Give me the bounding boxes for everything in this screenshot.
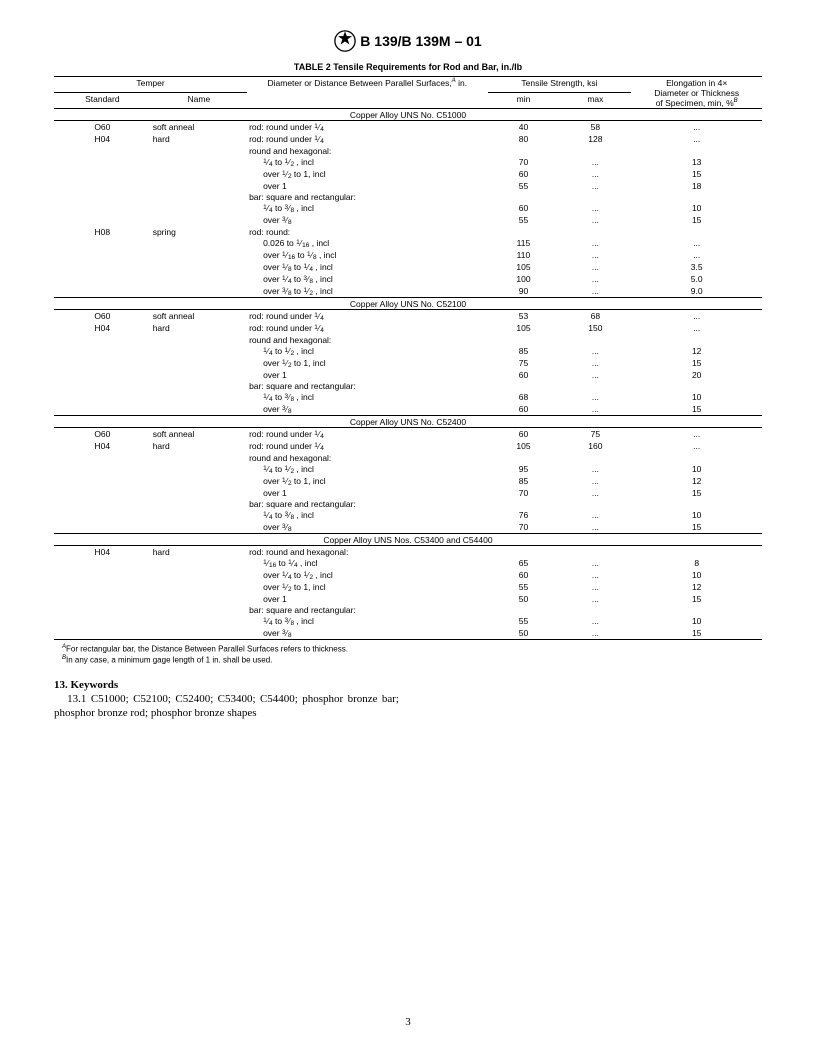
doc-header: B 139/B 139M – 01 [54,30,762,52]
astm-logo [334,30,356,52]
footnote-b: BIn any case, a minimum gage length of 1… [54,655,762,666]
keywords-heading: 13. Keywords [54,679,762,691]
footnotes: AFor rectangular bar, the Distance Betwe… [54,644,762,665]
tensile-table: TemperDiameter or Distance Between Paral… [54,76,762,640]
doc-title: B 139/B 139M – 01 [360,33,481,49]
footnote-a: AFor rectangular bar, the Distance Betwe… [54,644,762,655]
page-number: 3 [0,1016,816,1028]
keywords-text: 13.1 C51000; C52100; C52400; C53400; C54… [54,693,399,721]
table-caption: TABLE 2 Tensile Requirements for Rod and… [54,62,762,72]
